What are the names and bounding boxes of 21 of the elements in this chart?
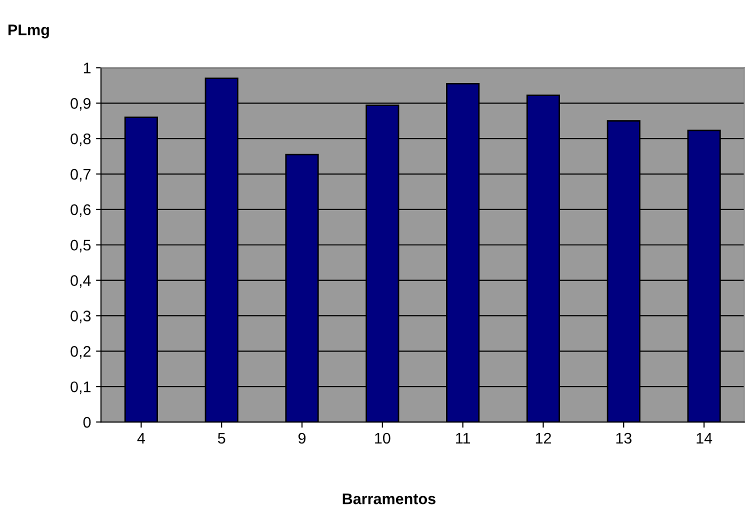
- x-tick-label: 13: [616, 432, 632, 444]
- y-tick-label: 1: [84, 62, 91, 74]
- x-axis-title: Barramentos: [342, 494, 436, 504]
- y-tick-label: 0,9: [70, 98, 91, 111]
- x-tick-label: 12: [536, 432, 551, 444]
- y-tick-label: 0,8: [70, 133, 91, 146]
- x-tick-label: 10: [375, 432, 390, 444]
- y-tick-label: 0: [83, 416, 91, 428]
- y-tick-label: 0,3: [70, 310, 91, 324]
- x-tick-label: 14: [696, 432, 712, 444]
- y-tick-label: 0,4: [70, 275, 91, 288]
- y-axis-title: PLmg: [8, 24, 49, 38]
- x-tick-label: 9: [298, 432, 306, 444]
- x-tick-label: 4: [137, 432, 145, 444]
- x-tick-label: 11: [456, 432, 470, 444]
- x-tick-label: 5: [218, 432, 226, 444]
- y-tick-label: 0,6: [70, 204, 91, 217]
- y-tick-label: 0,2: [70, 346, 90, 359]
- y-tick-label: 0,7: [70, 168, 90, 182]
- y-tick-label: 0,5: [70, 240, 91, 252]
- y-tick-label: 0,1: [70, 381, 91, 394]
